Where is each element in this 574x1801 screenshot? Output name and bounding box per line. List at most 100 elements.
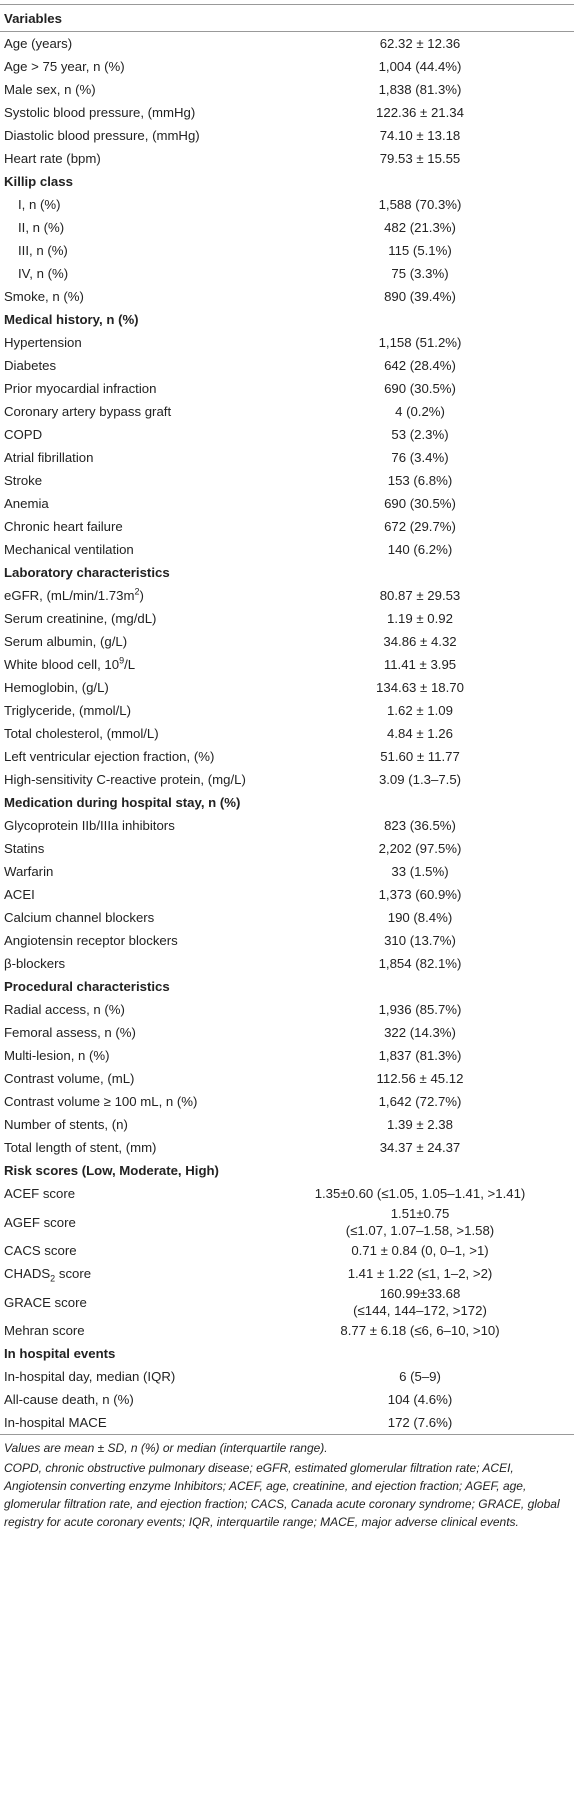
row-value: 160.99±33.68 (≤144, 144–172, >172) xyxy=(266,1285,574,1319)
row-label: Total cholesterol, (mmol/L) xyxy=(4,726,159,741)
label-part: ) xyxy=(139,588,144,603)
data-row: CHADS2 score 1.41 ± 1.22 (≤1, 1–2, >2) xyxy=(0,1262,574,1285)
row-label: ACEF score xyxy=(4,1186,76,1201)
row-label: Hemoglobin, (g/L) xyxy=(4,680,109,695)
row-value: 1,158 (51.2%) xyxy=(378,335,462,350)
row-value: 75 (3.3%) xyxy=(391,266,449,281)
data-row: Total cholesterol, (mmol/L) 4.84 ± 1.26 xyxy=(0,722,574,745)
data-row: In-hospital day, median (IQR) 6 (5–9) xyxy=(0,1365,574,1388)
row-value: 51.60 ± 11.77 xyxy=(380,749,460,764)
row-label: ACEI xyxy=(4,887,35,902)
section-row: Medication during hospital stay, n (%) xyxy=(0,791,574,814)
section-row: Laboratory characteristics xyxy=(0,561,574,584)
row-value: 190 (8.4%) xyxy=(387,910,453,925)
data-row: Number of stents, (n) 1.39 ± 2.38 xyxy=(0,1113,574,1136)
data-row: Diastolic blood pressure, (mmHg) 74.10 ± … xyxy=(0,124,574,147)
superscript: 9 xyxy=(119,655,125,666)
data-row: Angiotensin receptor blockers 310 (13.7%) xyxy=(0,929,574,952)
row-label: AGEF score xyxy=(4,1214,76,1230)
row-label: Left ventricular ejection fraction, (%) xyxy=(4,749,215,764)
data-row: Age > 75 year, n (%) 1,004 (44.4%) xyxy=(0,55,574,78)
label-part: White blood cell, 10 xyxy=(4,657,120,672)
section-title: Laboratory characteristics xyxy=(4,565,170,580)
data-row: Calcium channel blockers 190 (8.4%) xyxy=(0,906,574,929)
row-label: β-blockers xyxy=(4,956,66,971)
data-row: Stroke 153 (6.8%) xyxy=(0,469,574,492)
row-value: 153 (6.8%) xyxy=(387,473,453,488)
row-label: Heart rate (bpm) xyxy=(4,151,101,166)
row-value: 33 (1.5%) xyxy=(391,864,449,879)
row-value: 1.39 ± 2.38 xyxy=(387,1117,453,1132)
row-value: 1,837 (81.3%) xyxy=(378,1048,462,1063)
row-label: GRACE score xyxy=(4,1294,87,1310)
row-label: Angiotensin receptor blockers xyxy=(4,933,178,948)
footnotes: Values are mean ± SD, n (%) or median (i… xyxy=(0,1435,574,1531)
row-value: 3.09 (1.3–7.5) xyxy=(378,772,462,787)
data-row: Atrial fibrillation 76 (3.4%) xyxy=(0,446,574,469)
row-value: 322 (14.3%) xyxy=(384,1025,456,1040)
row-value: 79.53 ± 15.55 xyxy=(379,151,461,166)
data-row: Contrast volume ≥ 100 mL, n (%) 1,642 (72… xyxy=(0,1090,574,1113)
data-row: Diabetes 642 (28.4%) xyxy=(0,354,574,377)
data-row: Glycoprotein IIb/IIIa inhibitors 823 (36.… xyxy=(0,814,574,837)
row-value: 53 (2.3%) xyxy=(391,427,449,442)
row-value: 1.41 ± 1.22 (≤1, 1–2, >2) xyxy=(347,1266,493,1281)
data-row: III, n (%) 115 (5.1%) xyxy=(0,239,574,262)
row-label: Anemia xyxy=(4,496,49,511)
row-label: Femoral assess, n (%) xyxy=(4,1025,136,1040)
data-row: Anemia 690 (30.5%) xyxy=(0,492,574,515)
data-row: Serum creatinine, (mg/dL) 1.19 ± 0.92 xyxy=(0,607,574,630)
row-label: eGFR, (mL/min/1.73m2) xyxy=(0,584,266,607)
row-label: In-hospital MACE xyxy=(0,1411,266,1435)
row-label: II, n (%) xyxy=(18,220,65,235)
label-part: /L xyxy=(124,657,136,672)
data-row: II, n (%) 482 (21.3%) xyxy=(0,216,574,239)
section-title: Risk scores (Low, Moderate, High) xyxy=(4,1163,219,1178)
data-row: I, n (%) 1,588 (70.3%) xyxy=(0,193,574,216)
label-part: score xyxy=(55,1266,92,1281)
data-row: Radial access, n (%) 1,936 (85.7%) xyxy=(0,998,574,1021)
section-title: Procedural characteristics xyxy=(4,979,170,994)
row-value: 4.84 ± 1.26 xyxy=(387,726,453,741)
row-value: 1,373 (60.9%) xyxy=(378,887,462,902)
row-value: 74.10 ± 13.18 xyxy=(379,128,461,143)
data-row: Contrast volume, (mL) 112.56 ± 45.12 xyxy=(0,1067,574,1090)
row-label: Multi-lesion, n (%) xyxy=(4,1048,110,1063)
row-label: COPD xyxy=(4,427,43,442)
section-title: Medical history, n (%) xyxy=(4,312,139,327)
row-label: Warfarin xyxy=(4,864,54,879)
row-value: 1.51±0.75 (≤1.07, 1.07–1.58, >1.58) xyxy=(266,1205,574,1239)
data-row: In-hospital MACE 172 (7.6%) xyxy=(0,1411,574,1435)
row-value: 1,588 (70.3%) xyxy=(378,197,462,212)
row-value: 672 (29.7%) xyxy=(384,519,456,534)
row-label: Statins xyxy=(4,841,45,856)
row-value: 134.63 ± 18.70 xyxy=(376,680,464,695)
row-label: Glycoprotein IIb/IIIa inhibitors xyxy=(4,818,175,833)
section-row: Procedural characteristics xyxy=(0,975,574,998)
value-part: 1.51±0.75 xyxy=(390,1206,450,1221)
row-value: 1.62 ± 1.09 xyxy=(387,703,453,718)
value-part: (≤1.07, 1.07–1.58, >1.58) xyxy=(345,1223,495,1238)
data-row: All-cause death, n (%) 104 (4.6%) xyxy=(0,1388,574,1411)
data-row: High-sensitivity C-reactive protein, (mg… xyxy=(0,768,574,791)
section-row: Killip class xyxy=(0,170,574,193)
row-value: 6 (5–9) xyxy=(399,1369,441,1384)
row-label: Contrast volume ≥ 100 mL, n (%) xyxy=(4,1094,198,1109)
row-value: 112.56 ± 45.12 xyxy=(376,1071,464,1086)
row-value: 1,838 (81.3%) xyxy=(378,82,462,97)
row-label: In-hospital day, median (IQR) xyxy=(4,1369,176,1384)
data-row: Warfarin 33 (1.5%) xyxy=(0,860,574,883)
section-row: Variables xyxy=(0,4,574,32)
row-value: 1,004 (44.4%) xyxy=(378,59,462,74)
row-label: High-sensitivity C-reactive protein, (mg… xyxy=(4,772,246,787)
row-value: 172 (7.6%) xyxy=(266,1411,574,1435)
row-value: 76 (3.4%) xyxy=(391,450,449,465)
row-value: 1,854 (82.1%) xyxy=(378,956,462,971)
section-title: Medication during hospital stay, n (%) xyxy=(4,795,241,810)
page: Variables Age (years) 62.32 ± 12.36 Age > 7… xyxy=(0,4,574,1801)
row-label: Systolic blood pressure, (mmHg) xyxy=(4,105,196,120)
footnote: COPD, chronic obstructive pulmonary dise… xyxy=(4,1461,560,1529)
row-value: 2,202 (97.5%) xyxy=(378,841,462,856)
data-row: Chronic heart failure 672 (29.7%) xyxy=(0,515,574,538)
row-value: 140 (6.2%) xyxy=(387,542,453,557)
